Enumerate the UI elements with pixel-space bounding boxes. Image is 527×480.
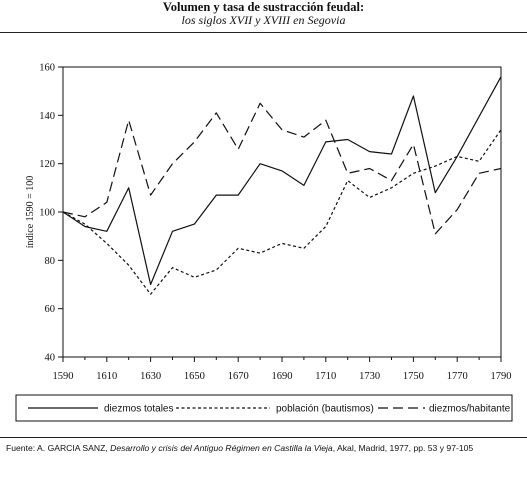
y-tick-label: 100 bbox=[39, 208, 55, 219]
bottom-rule bbox=[0, 437, 527, 438]
x-tick-label: 1670 bbox=[228, 371, 249, 382]
chart-title: Volumen y tasa de sustracción feudal: bbox=[162, 0, 365, 14]
x-tick-label: 1770 bbox=[447, 371, 468, 382]
source-suffix: , Akal, Madrid, 1977, pp. 53 y 97-105 bbox=[332, 443, 474, 453]
series-line-solid bbox=[62, 76, 502, 286]
source-prefix: Fuente: A. GARCIA SANZ, bbox=[6, 443, 111, 453]
series-lines bbox=[62, 76, 502, 295]
legend-box bbox=[15, 394, 513, 422]
x-tick-label: 1590 bbox=[53, 371, 74, 382]
plot-frame bbox=[62, 66, 502, 358]
y-tick-label: 140 bbox=[39, 111, 55, 122]
x-tick-label: 1630 bbox=[140, 371, 161, 382]
legend: diezmos totales población (bautismos) diez… bbox=[15, 394, 513, 422]
x-tick-label: 1790 bbox=[491, 371, 512, 382]
x-tick-label: 1750 bbox=[403, 371, 424, 382]
axes: 40 60 80 100 120 140 160 1590 1610 1630 1650 1670 16… bbox=[25, 63, 512, 383]
legend-label: población (bautismos) bbox=[276, 404, 374, 415]
y-tick-label: 60 bbox=[45, 304, 56, 315]
y-tick-label: 160 bbox=[39, 63, 55, 74]
y-tick-label: 40 bbox=[45, 353, 56, 364]
x-tick-label: 1650 bbox=[184, 371, 205, 382]
legend-label: diezmos totales bbox=[104, 404, 173, 415]
x-tick-label: 1610 bbox=[96, 371, 117, 382]
chart-subtitle: los siglos XVII y XVIII en Segovia bbox=[181, 13, 346, 27]
x-tick-label: 1710 bbox=[315, 371, 336, 382]
y-tick-label: 120 bbox=[39, 159, 55, 170]
source-work: Desarrollo y crisis del Antiguo Régimen … bbox=[110, 443, 333, 453]
source-note: Fuente: A. GARCIA SANZ, Desarrollo y cri… bbox=[6, 442, 526, 454]
series-line-dotted bbox=[62, 129, 502, 295]
x-tick-label: 1730 bbox=[359, 371, 380, 382]
title-block: Volumen y tasa de sustracción feudal: lo… bbox=[0, 0, 527, 26]
series-line-dashed bbox=[62, 102, 502, 235]
x-tick-label: 1690 bbox=[272, 371, 293, 382]
line-chart: 40 60 80 100 120 140 160 1590 1610 1630 1650 1670 16… bbox=[15, 63, 513, 422]
y-tick-label: 80 bbox=[45, 256, 56, 267]
legend-label: diezmos/habitante bbox=[429, 404, 511, 415]
y-axis-label: índice 1590 = 100 bbox=[25, 176, 36, 249]
top-rule bbox=[0, 32, 527, 33]
